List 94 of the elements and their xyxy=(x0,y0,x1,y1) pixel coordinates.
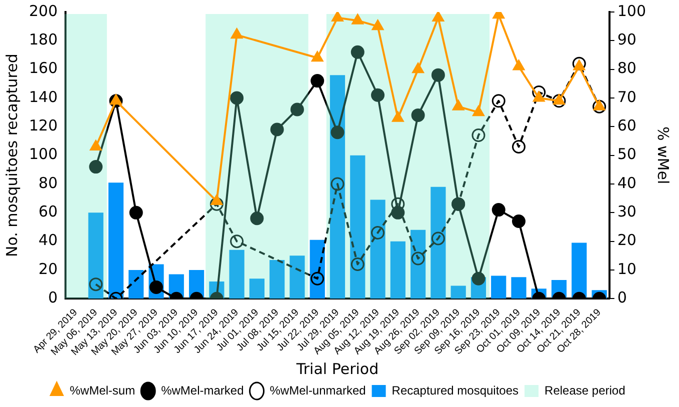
point xyxy=(532,86,546,100)
point xyxy=(391,206,405,220)
legend-label: %wMel-marked xyxy=(161,383,244,398)
point xyxy=(532,91,545,102)
point xyxy=(411,252,425,266)
y-tick-label: 160 xyxy=(28,59,58,78)
bar xyxy=(410,230,426,299)
bar xyxy=(249,278,264,299)
legend-label: Recaptured mosquitoes xyxy=(392,383,519,398)
point xyxy=(330,126,344,140)
y2-tick-label: 20 xyxy=(617,231,636,250)
point xyxy=(472,272,486,286)
point xyxy=(330,177,344,191)
point xyxy=(90,140,102,150)
bar xyxy=(270,260,285,299)
point xyxy=(371,226,385,240)
point xyxy=(512,140,526,154)
y2-tick-label: 50 xyxy=(617,145,636,164)
point xyxy=(492,94,506,108)
y-tick-label: 180 xyxy=(28,30,58,49)
bar xyxy=(88,212,104,299)
y-tick-label: 200 xyxy=(28,2,58,20)
y2-tick-label: 60 xyxy=(617,116,636,135)
point xyxy=(230,91,244,105)
point xyxy=(311,51,324,62)
x-axis-title: Trial Period xyxy=(295,360,379,378)
point xyxy=(573,60,586,70)
point xyxy=(412,62,424,74)
bar xyxy=(390,241,406,299)
bar xyxy=(229,250,244,299)
point xyxy=(512,214,526,228)
point xyxy=(110,94,122,105)
y2-axis-title: % wMel xyxy=(654,126,672,184)
y-tick-label: 60 xyxy=(38,202,58,221)
point xyxy=(350,45,364,59)
point xyxy=(512,60,525,70)
point xyxy=(552,94,566,108)
point xyxy=(431,232,445,246)
point xyxy=(553,94,565,105)
y2-tick-label: 40 xyxy=(617,174,636,192)
point xyxy=(352,14,364,24)
bar xyxy=(430,186,446,299)
point xyxy=(472,106,484,116)
y2-tick-label: 10 xyxy=(617,260,636,278)
point xyxy=(431,68,445,82)
point xyxy=(472,128,486,142)
point xyxy=(89,278,103,292)
point xyxy=(250,212,264,226)
y-tick-label: 80 xyxy=(38,174,58,192)
point xyxy=(492,203,506,217)
point xyxy=(593,100,606,110)
y-tick-label: 20 xyxy=(38,260,58,278)
point xyxy=(371,88,385,102)
y2-tick-label: 70 xyxy=(617,88,636,106)
point xyxy=(310,74,324,88)
bar xyxy=(572,242,587,299)
bar xyxy=(511,277,526,299)
point xyxy=(310,272,324,286)
point xyxy=(452,100,464,110)
legend-label: %wMel-sum xyxy=(70,383,136,398)
y-tick-label: 140 xyxy=(28,88,58,106)
bar xyxy=(128,270,144,299)
bar xyxy=(108,182,124,299)
y-tick-label: 0 xyxy=(48,288,58,307)
point xyxy=(350,258,364,272)
bar xyxy=(350,155,366,299)
point xyxy=(432,12,444,22)
legend-label: %wMel-unmarked xyxy=(270,383,366,398)
y-axis-title: No. mosquitoes recaptured xyxy=(2,54,21,258)
point xyxy=(89,160,103,174)
y2-tick-label: 80 xyxy=(617,59,636,78)
point xyxy=(230,28,243,39)
y-tick-label: 40 xyxy=(38,231,58,250)
y2-tick-label: 0 xyxy=(617,288,627,307)
point xyxy=(230,234,244,248)
point xyxy=(129,206,143,220)
bar xyxy=(491,276,506,299)
bar xyxy=(290,256,305,299)
point xyxy=(392,111,404,122)
point xyxy=(592,100,606,114)
bar xyxy=(370,200,386,299)
bar xyxy=(450,286,466,299)
point xyxy=(411,108,425,122)
point xyxy=(290,102,304,116)
y2-tick-label: 100 xyxy=(617,2,646,20)
y2-tick-label: 90 xyxy=(617,30,636,49)
point xyxy=(270,122,284,136)
y-tick-label: 120 xyxy=(28,116,58,135)
legend-label: Release period xyxy=(544,383,626,398)
point xyxy=(332,12,344,22)
y2-tick-label: 30 xyxy=(617,202,636,221)
point xyxy=(210,197,224,211)
point xyxy=(372,20,384,30)
y-tick-label: 100 xyxy=(28,145,58,164)
